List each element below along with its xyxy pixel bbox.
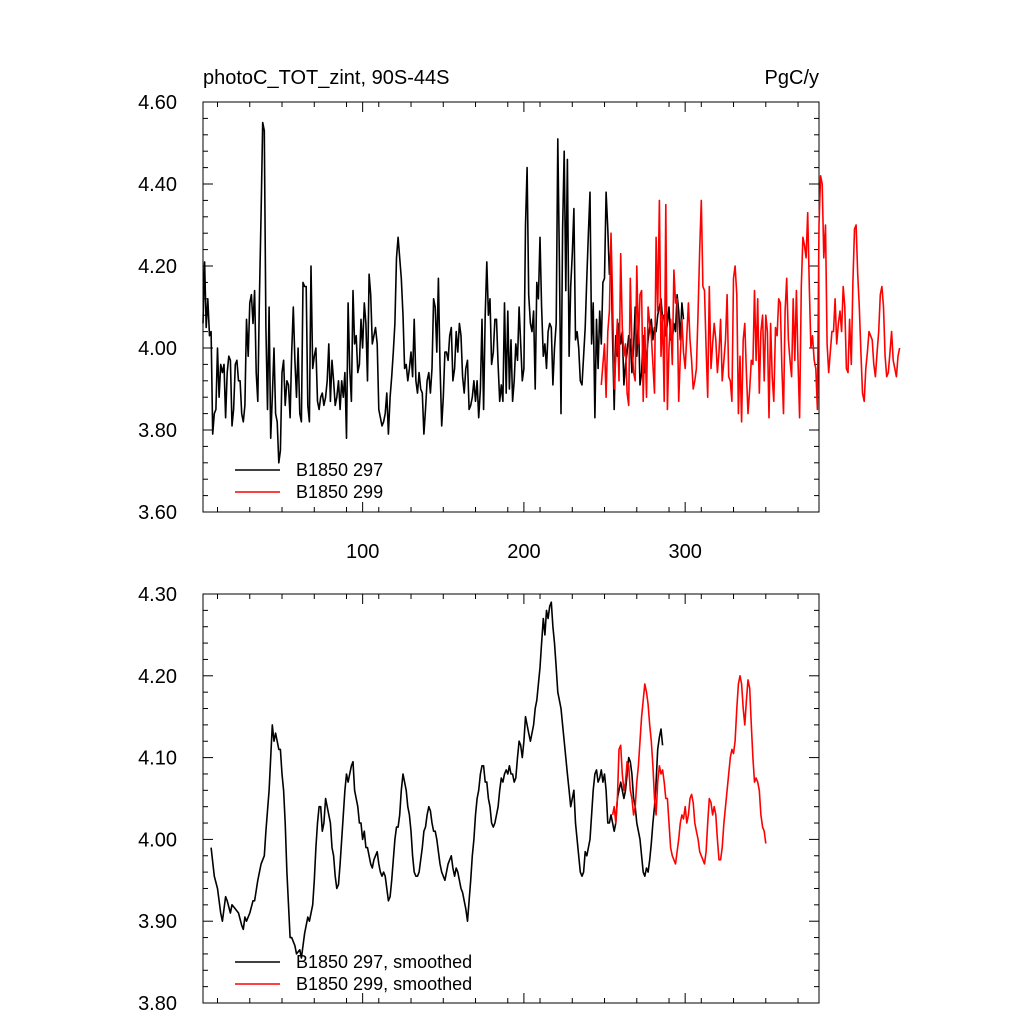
y-tick-label: 3.60 — [138, 502, 177, 524]
legend-label-2: B1850 299 — [296, 482, 383, 502]
y-tick-label: 4.30 — [138, 584, 177, 606]
series-line-1 — [202, 121, 685, 464]
y-tick-label: 3.90 — [138, 911, 177, 933]
y-tick-label: 4.00 — [138, 829, 177, 851]
series-line-2 — [600, 175, 901, 423]
y-tick-label: 4.00 — [138, 338, 177, 360]
y-tick-label: 3.80 — [138, 420, 177, 442]
bottom-panel: 3.80 3.90 4.00 4.10 4.20 4.30 B1850 297, smoo… — [138, 584, 820, 1015]
units-label: PgC/y — [765, 67, 819, 89]
top-panel: photoC_TOT_zint, 90S-44S PgC/y 3.60 3.80 4… — [138, 67, 901, 563]
y-tick-label: 4.20 — [138, 666, 177, 688]
plot-frame — [202, 593, 820, 1004]
legend-label-1: B1850 297 — [296, 460, 383, 480]
bottom-plot-area: 3.80 3.90 4.00 4.10 4.20 4.30 — [138, 584, 820, 1015]
chart-title: photoC_TOT_zint, 90S-44S — [203, 67, 449, 89]
series-line-1 — [210, 601, 664, 959]
y-tick-label: 4.20 — [138, 256, 177, 278]
legend-label-1: B1850 297, smoothed — [296, 952, 472, 972]
y-tick-label: 4.10 — [138, 748, 177, 770]
y-tick-label: 4.60 — [138, 92, 177, 114]
y-tick-label: 3.80 — [138, 993, 177, 1015]
x-tick-label: 200 — [507, 541, 540, 563]
top-plot-area: 3.60 3.80 4.00 4.20 4.40 4.60 100 200 300 — [138, 92, 901, 563]
x-tick-label: 300 — [668, 541, 701, 563]
y-tick-label: 4.40 — [138, 174, 177, 196]
legend-label-2: B1850 299, smoothed — [296, 974, 472, 994]
series-line-2 — [611, 675, 767, 865]
x-tick-label: 100 — [346, 541, 379, 563]
